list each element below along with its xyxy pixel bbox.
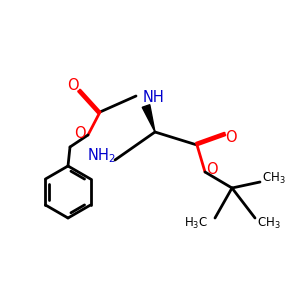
Text: NH$_2$: NH$_2$ bbox=[86, 147, 116, 165]
Text: O: O bbox=[225, 130, 237, 146]
Text: CH$_3$: CH$_3$ bbox=[257, 215, 281, 230]
Text: O: O bbox=[206, 161, 218, 176]
Text: CH$_3$: CH$_3$ bbox=[262, 170, 286, 185]
Text: O: O bbox=[74, 127, 86, 142]
Text: H$_3$C: H$_3$C bbox=[184, 215, 208, 230]
Text: O: O bbox=[67, 77, 79, 92]
Polygon shape bbox=[142, 105, 155, 132]
Text: NH: NH bbox=[143, 91, 165, 106]
